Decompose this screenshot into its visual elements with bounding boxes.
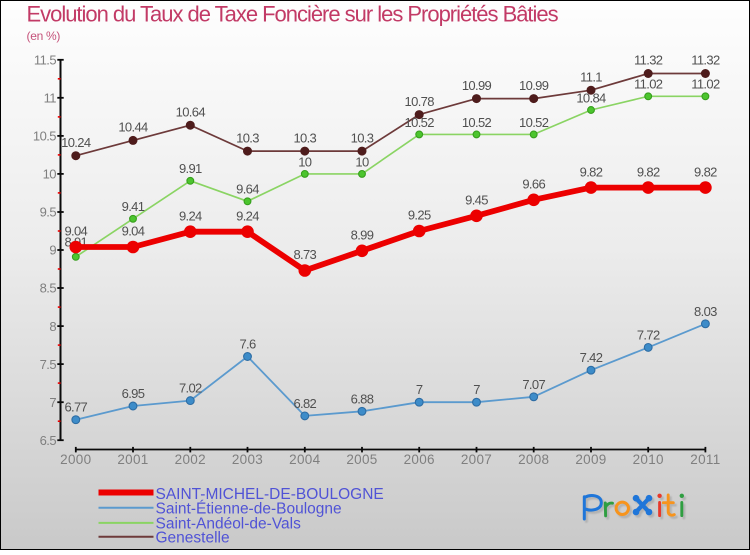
svg-text:10: 10: [298, 154, 312, 169]
svg-text:9.82: 9.82: [637, 164, 660, 179]
svg-text:9.04: 9.04: [64, 224, 87, 239]
svg-text:7.6: 7.6: [239, 337, 256, 352]
svg-text:11: 11: [44, 91, 57, 106]
svg-text:9.41: 9.41: [122, 199, 145, 214]
svg-text:8.73: 8.73: [293, 247, 316, 262]
svg-text:10.99: 10.99: [519, 78, 549, 93]
svg-text:9.66: 9.66: [522, 177, 545, 192]
svg-text:SAINT-MICHEL-DE-BOULOGNE: SAINT-MICHEL-DE-BOULOGNE: [156, 486, 384, 503]
svg-text:10.52: 10.52: [405, 115, 435, 130]
svg-text:7: 7: [49, 395, 56, 410]
svg-text:2004: 2004: [289, 452, 320, 467]
svg-text:7: 7: [416, 382, 423, 397]
svg-text:10.64: 10.64: [176, 104, 206, 119]
svg-text:6.82: 6.82: [293, 396, 316, 411]
svg-text:9.82: 9.82: [580, 164, 603, 179]
svg-text:9.24: 9.24: [236, 208, 259, 223]
svg-text:10.52: 10.52: [462, 115, 492, 130]
svg-text:2011: 2011: [690, 452, 720, 467]
svg-text:6.95: 6.95: [122, 386, 145, 401]
svg-text:9.45: 9.45: [465, 193, 488, 208]
svg-text:10.52: 10.52: [519, 115, 549, 130]
svg-text:7: 7: [473, 382, 480, 397]
svg-text:7.72: 7.72: [637, 327, 660, 342]
svg-text:10.24: 10.24: [61, 135, 91, 150]
svg-text:2001: 2001: [117, 452, 148, 467]
svg-text:9.04: 9.04: [122, 224, 145, 239]
svg-text:2000: 2000: [60, 452, 91, 467]
svg-text:11.02: 11.02: [691, 77, 720, 92]
svg-text:2008: 2008: [518, 452, 549, 467]
svg-text:2006: 2006: [404, 452, 435, 467]
svg-text:9.82: 9.82: [694, 164, 717, 179]
svg-text:10.44: 10.44: [118, 120, 148, 135]
svg-text:10.84: 10.84: [576, 90, 606, 105]
svg-text:6.88: 6.88: [351, 391, 374, 406]
svg-text:2005: 2005: [346, 452, 377, 467]
svg-text:9.91: 9.91: [179, 161, 202, 176]
svg-text:9.5: 9.5: [40, 205, 57, 220]
svg-text:10.78: 10.78: [405, 94, 435, 109]
svg-text:7.5: 7.5: [40, 357, 57, 372]
svg-text:8.99: 8.99: [351, 228, 374, 243]
svg-text:11.32: 11.32: [634, 53, 663, 68]
svg-text:10.99: 10.99: [462, 78, 492, 93]
svg-text:2007: 2007: [461, 452, 492, 467]
svg-text:10: 10: [355, 154, 369, 169]
svg-text:10.3: 10.3: [293, 130, 316, 145]
svg-text:(en %): (en %): [27, 29, 61, 43]
svg-text:8.03: 8.03: [694, 304, 717, 319]
svg-text:11.32: 11.32: [691, 53, 720, 68]
svg-text:9.24: 9.24: [179, 208, 202, 223]
svg-text:Genestelle: Genestelle: [156, 530, 230, 547]
svg-text:2010: 2010: [633, 452, 664, 467]
svg-text:Saint-Étienne-de-Boulogne: Saint-Étienne-de-Boulogne: [156, 500, 342, 517]
svg-text:8: 8: [49, 319, 56, 334]
svg-text:Saint-Andéol-de-Vals: Saint-Andéol-de-Vals: [156, 516, 302, 533]
svg-text:11.02: 11.02: [634, 77, 663, 92]
svg-text:11.1: 11.1: [580, 69, 602, 84]
svg-text:2009: 2009: [575, 452, 606, 467]
svg-text:8.5: 8.5: [40, 281, 57, 296]
svg-text:10.5: 10.5: [33, 129, 56, 144]
svg-text:7.02: 7.02: [179, 381, 202, 396]
svg-text:2002: 2002: [175, 452, 206, 467]
svg-text:7.42: 7.42: [580, 350, 603, 365]
svg-text:6.5: 6.5: [40, 433, 57, 448]
svg-text:10.3: 10.3: [351, 130, 374, 145]
svg-text:9.64: 9.64: [236, 182, 259, 197]
svg-text:Evolution du Taux de Taxe Fonc: Evolution du Taux de Taxe Foncière sur l…: [27, 2, 559, 27]
svg-text:7.07: 7.07: [522, 377, 545, 392]
svg-text:11.5: 11.5: [34, 53, 56, 68]
svg-text:9.25: 9.25: [408, 208, 431, 223]
svg-text:10.3: 10.3: [236, 130, 259, 145]
svg-text:2003: 2003: [232, 452, 263, 467]
svg-text:9: 9: [49, 243, 56, 258]
svg-text:6.77: 6.77: [64, 400, 87, 415]
svg-text:10: 10: [43, 167, 57, 182]
